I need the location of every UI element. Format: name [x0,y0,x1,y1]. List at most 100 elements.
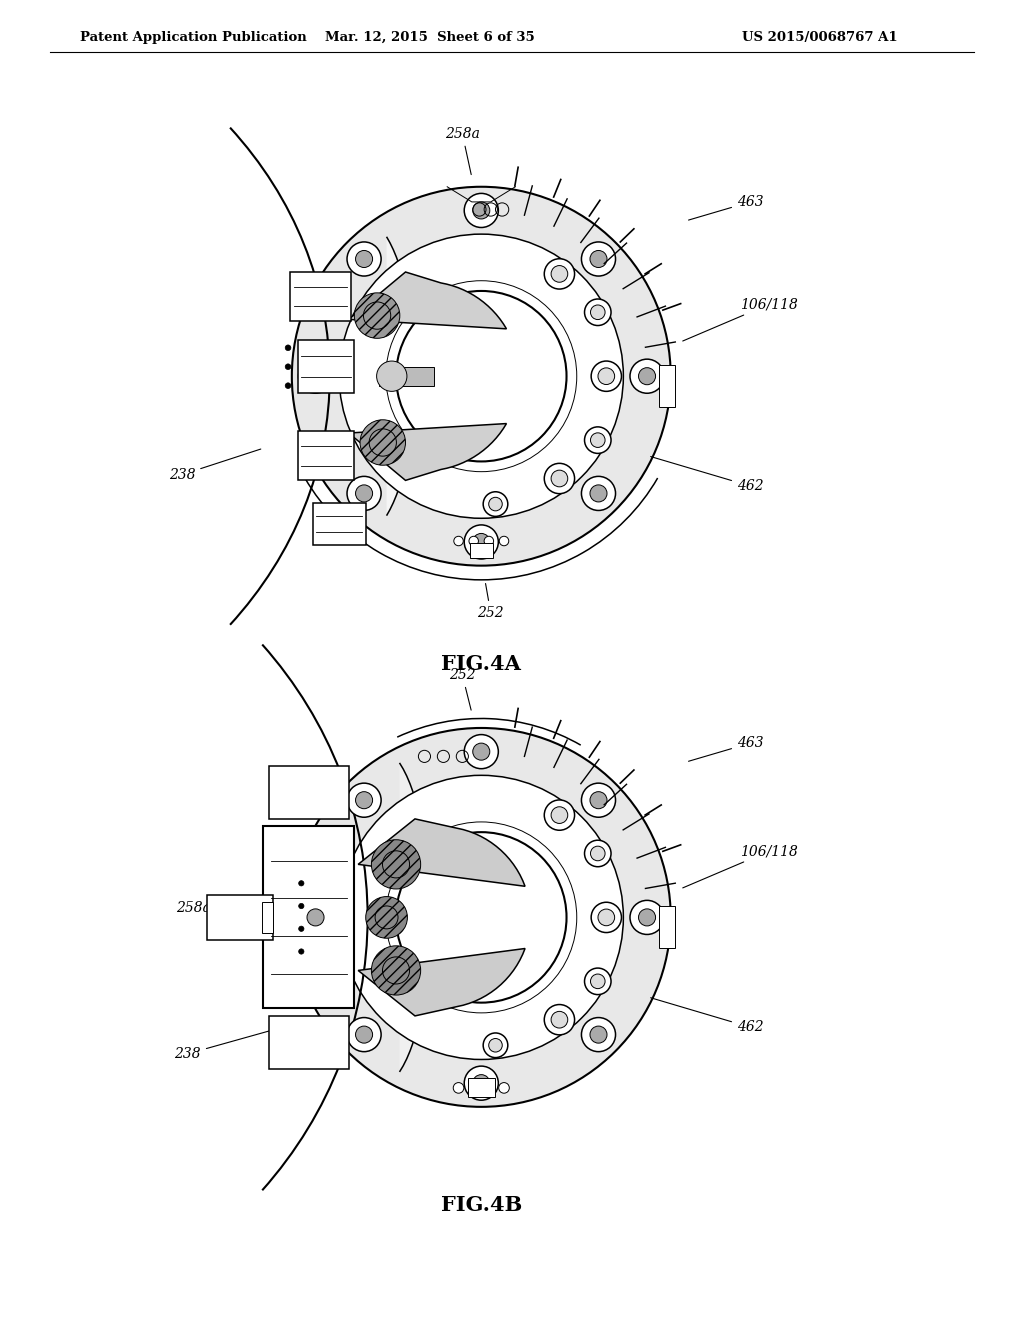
Circle shape [298,900,333,935]
Circle shape [551,470,567,487]
Circle shape [286,345,291,351]
Circle shape [545,259,574,289]
Text: 463: 463 [688,737,764,762]
Circle shape [464,1067,499,1100]
Circle shape [396,832,566,1003]
Bar [468,1078,495,1097]
Circle shape [355,1026,373,1043]
Bar [470,543,493,558]
Circle shape [582,242,615,276]
Bar [659,906,675,948]
Circle shape [299,949,304,954]
Circle shape [354,293,399,338]
Circle shape [585,841,611,867]
Circle shape [377,362,407,391]
Circle shape [639,368,655,384]
Bar [263,826,354,1008]
Circle shape [551,807,567,824]
Circle shape [339,234,624,519]
Text: Mar. 12, 2015  Sheet 6 of 35: Mar. 12, 2015 Sheet 6 of 35 [326,30,535,44]
Circle shape [582,783,615,817]
Circle shape [500,536,509,545]
Circle shape [473,533,489,550]
Circle shape [469,536,478,545]
Circle shape [551,1011,567,1028]
Circle shape [372,840,421,888]
Circle shape [298,359,333,393]
Bar [298,341,354,393]
Circle shape [591,362,622,391]
Text: FIG.4B: FIG.4B [440,1196,522,1216]
Bar [659,364,675,407]
Circle shape [488,498,502,511]
Polygon shape [399,763,430,1072]
Circle shape [347,477,381,511]
Text: Patent Application Publication: Patent Application Publication [80,30,307,44]
Circle shape [585,426,611,453]
Circle shape [286,364,291,370]
Circle shape [454,1082,464,1093]
Circle shape [347,783,381,817]
Text: 252: 252 [449,668,476,710]
Circle shape [473,202,489,219]
Circle shape [630,359,665,393]
Polygon shape [348,272,507,329]
Circle shape [483,1034,508,1057]
Circle shape [591,433,605,447]
Text: 106/118: 106/118 [683,297,798,341]
Circle shape [464,525,499,558]
Circle shape [355,792,373,809]
Circle shape [347,1018,381,1052]
Circle shape [590,1026,607,1043]
Circle shape [366,896,408,939]
Circle shape [464,735,499,768]
Text: 238: 238 [169,449,261,482]
Circle shape [598,909,614,925]
Circle shape [483,492,508,516]
Circle shape [585,300,611,326]
Circle shape [598,368,614,384]
Text: 460: 460 [483,911,510,924]
Circle shape [545,800,574,830]
Circle shape [590,251,607,268]
Bar [207,895,272,940]
Circle shape [590,484,607,502]
Circle shape [591,305,605,319]
Circle shape [499,1082,509,1093]
Text: 238: 238 [174,1028,280,1061]
Text: 258a: 258a [444,127,480,174]
Circle shape [292,186,671,566]
Circle shape [454,536,463,545]
Circle shape [484,536,494,545]
Bar [312,503,366,545]
Polygon shape [358,818,525,886]
Circle shape [545,463,574,494]
Bar [269,1016,348,1069]
Bar [379,367,434,385]
Circle shape [630,900,665,935]
Bar [298,432,354,480]
Circle shape [307,368,324,384]
Circle shape [355,484,373,502]
Text: 462: 462 [650,998,764,1035]
Circle shape [360,420,406,465]
Circle shape [299,903,304,908]
Circle shape [551,265,567,282]
Circle shape [286,383,291,388]
Text: 460: 460 [483,370,510,383]
Bar [269,766,348,818]
Text: 106/118: 106/118 [683,843,798,888]
Circle shape [473,743,489,760]
Circle shape [339,775,624,1060]
Text: 252: 252 [477,583,504,620]
Circle shape [299,880,304,886]
Circle shape [590,792,607,809]
Circle shape [473,1074,489,1092]
Circle shape [347,242,381,276]
Circle shape [591,903,622,932]
Circle shape [299,927,304,932]
Text: FIG.4A: FIG.4A [441,655,521,675]
Polygon shape [387,236,415,516]
Circle shape [292,727,671,1107]
Circle shape [464,194,499,227]
